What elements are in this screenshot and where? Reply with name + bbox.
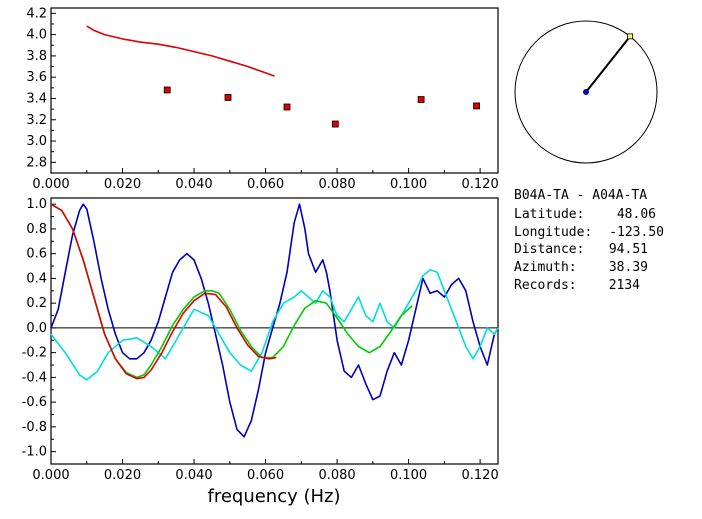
top-x-tick-label: 0.080: [318, 177, 355, 192]
phase-velocity-point: [283, 103, 291, 111]
records-value: 2134: [609, 278, 640, 293]
latitude-label: Latitude:: [514, 207, 584, 222]
x-axis-label: frequency (Hz): [207, 486, 340, 507]
phase-velocity-point: [331, 120, 339, 128]
phase-velocity-point: [473, 102, 480, 110]
top-x-tick-label: 0.060: [247, 177, 284, 192]
top-y-tick-label: 3.8: [26, 49, 47, 64]
bottom-panel-frame: [50, 197, 499, 465]
distance-label: Distance:: [514, 242, 584, 257]
bottom-y-tick-label: -0.4: [22, 370, 47, 385]
top-panel-frame: [50, 7, 499, 174]
phase-velocity-point: [163, 86, 171, 94]
top-y-tick-label: 3.0: [26, 134, 47, 149]
bottom-y-tick-label: -0.2: [22, 346, 47, 361]
top-y-tick-label: 3.4: [26, 91, 47, 106]
azimuth-needle: [585, 35, 631, 93]
station-pair: B04A-TA - A04A-TA: [514, 188, 647, 203]
bottom-series-line-1: [50, 268, 499, 381]
compass-circle: [514, 20, 658, 164]
longitude-value: -123.50: [609, 225, 664, 240]
bottom-series-line-2: [50, 203, 413, 379]
longitude-label: Longitude:: [514, 225, 592, 240]
bottom-y-tick-label: 1.0: [26, 197, 47, 212]
bottom-y-tick-label: 0.4: [26, 271, 47, 286]
bottom-x-tick-label: 0.060: [247, 468, 284, 483]
azimuth-tip-marker: [627, 33, 633, 40]
bottom-y-tick-label: -0.6: [22, 395, 47, 410]
phase-velocity-panel: 0.000 0.020 0.040 0.060 0.080 0.100 0.120 2.8 3.…: [26, 6, 498, 192]
bottom-y-tick-label: 0.8: [26, 222, 47, 237]
bottom-panel-marks: [50, 203, 499, 438]
bottom-y-tick-label: 0.6: [26, 247, 47, 262]
bottom-series-line-3: [50, 203, 277, 380]
bottom-y-tick-label: 0.0: [26, 321, 47, 336]
bottom-y-tick-label: -1.0: [22, 445, 47, 460]
phase-velocity-point: [417, 96, 425, 103]
azimuth-value: 38.39: [609, 260, 648, 275]
top-y-tick-label: 3.6: [26, 70, 47, 85]
azimuth-label: Azimuth:: [514, 260, 577, 275]
top-y-tick-label: 4.2: [26, 6, 47, 21]
bottom-x-tick-label: 0.100: [390, 468, 427, 483]
azimuth-compass: [514, 20, 658, 164]
distance-value: 94.51: [609, 242, 648, 257]
top-panel-marks: [86, 25, 480, 128]
coherency-panel: 0.000 0.020 0.040 0.060 0.080 0.100 0.120 1.0 0.…: [22, 197, 499, 483]
top-x-tick-label: 0.000: [32, 177, 69, 192]
top-x-tick-label: 0.100: [390, 177, 427, 192]
compass-center-dot: [583, 89, 589, 95]
top-x-tick-label: 0.020: [104, 177, 141, 192]
bottom-x-tick-label: 0.020: [104, 468, 141, 483]
station-info: B04A-TA - A04A-TA Latitude: 48.06 Longit…: [514, 188, 664, 293]
top-x-tick-label: 0.040: [175, 177, 212, 192]
top-x-tick-label: 0.120: [462, 177, 499, 192]
bottom-series-line-0: [50, 203, 499, 438]
records-label: Records:: [514, 278, 577, 293]
bottom-x-tick-label: 0.120: [462, 468, 499, 483]
bottom-x-tick-label: 0.000: [32, 468, 69, 483]
bottom-x-tick-label: 0.040: [175, 468, 212, 483]
bottom-panel-axes: 0.000 0.020 0.040 0.060 0.080 0.100 0.120 1.0 0.…: [22, 197, 499, 483]
latitude-value: 48.06: [617, 207, 656, 222]
top-y-tick-label: 3.2: [26, 113, 47, 128]
top-y-tick-label: 2.8: [26, 155, 47, 170]
bottom-y-tick-label: 0.2: [26, 296, 47, 311]
top-panel-axes: 0.000 0.020 0.040 0.060 0.080 0.100 0.120 2.8 3.…: [26, 6, 498, 192]
bottom-x-tick-label: 0.080: [318, 468, 355, 483]
bottom-y-tick-label: -0.8: [22, 420, 47, 435]
phase-velocity-point: [224, 94, 232, 101]
top-series-line-0: [86, 25, 275, 77]
top-y-tick-label: 4.0: [26, 28, 47, 43]
